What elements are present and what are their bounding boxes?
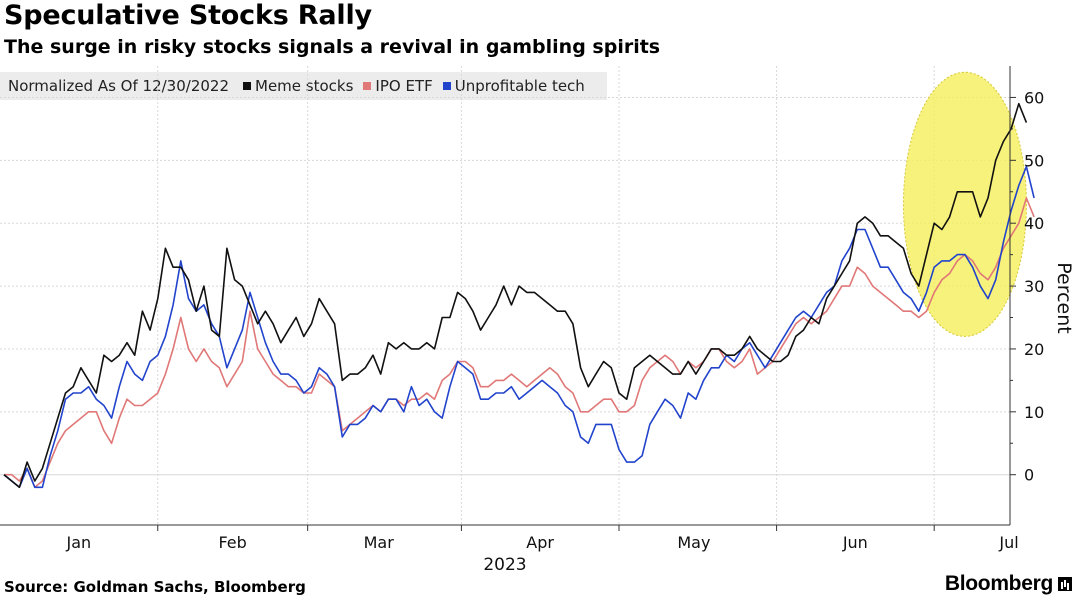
- y-tick-label: 50: [1024, 151, 1044, 170]
- x-tick-label: Mar: [364, 533, 395, 552]
- y-tick-label: 30: [1024, 277, 1044, 296]
- legend-item-ipo-etf: IPO ETF: [363, 77, 433, 95]
- x-tick-label: Jan: [66, 533, 92, 552]
- y-tick-label: 20: [1024, 340, 1044, 359]
- series-line-unprofitable-tech: [3, 165, 1035, 489]
- legend-swatch-meme-stocks: [243, 82, 251, 90]
- y-tick-label: 10: [1024, 403, 1044, 422]
- legend-swatch-unprofitable-tech: [442, 82, 451, 90]
- x-tick-label: Feb: [218, 533, 246, 552]
- legend-text-unprofitable-tech: Unprofitable tech: [454, 77, 585, 95]
- x-tick-label: Jul: [998, 533, 1018, 552]
- y-tick-label: 60: [1024, 88, 1044, 107]
- legend-item-unprofitable-tech: Unprofitable tech: [442, 77, 585, 95]
- legend-normalization-label: Normalized As Of 12/30/2022: [8, 77, 229, 95]
- legend-item-meme-stocks: Meme stocks: [243, 77, 353, 95]
- x-axis-year-label: 2023: [483, 555, 526, 575]
- legend-text-ipo-etf: IPO ETF: [375, 77, 433, 95]
- chart-subtitle: The surge in risky stocks signals a revi…: [4, 36, 661, 58]
- x-tick-label: Apr: [526, 533, 554, 552]
- chart-title: Speculative Stocks Rally: [4, 0, 372, 31]
- highlight-layer: [902, 71, 1027, 337]
- grid-layer: [0, 66, 1010, 525]
- x-tick-label: May: [677, 533, 710, 552]
- y-axis-label: Percent: [1053, 262, 1075, 334]
- series-layer: [3, 102, 1035, 489]
- series-line-ipo-etf: [4, 197, 1035, 489]
- source-note: Source: Goldman Sachs, Bloomberg: [4, 578, 306, 596]
- highlight-ellipse: [902, 71, 1027, 337]
- axis-layer: 0 10 20 30 40 50 60 Jan Feb Mar Apr May Jun Jul: [0, 66, 1044, 552]
- legend: Normalized As Of 12/30/2022 Meme stocks …: [0, 72, 607, 100]
- bloomberg-terminal-icon: [1058, 577, 1072, 591]
- brand-text: Bloomberg: [944, 572, 1053, 595]
- y-tick-label: 40: [1024, 214, 1044, 233]
- series-line-meme-stocks: [3, 102, 1028, 489]
- y-tick-label: 0: [1024, 466, 1034, 485]
- x-tick-label: Jun: [842, 533, 868, 552]
- bloomberg-logo: Bloomberg: [945, 572, 1072, 596]
- legend-text-meme-stocks: Meme stocks: [255, 77, 354, 95]
- legend-swatch-ipo-etf: [363, 82, 372, 90]
